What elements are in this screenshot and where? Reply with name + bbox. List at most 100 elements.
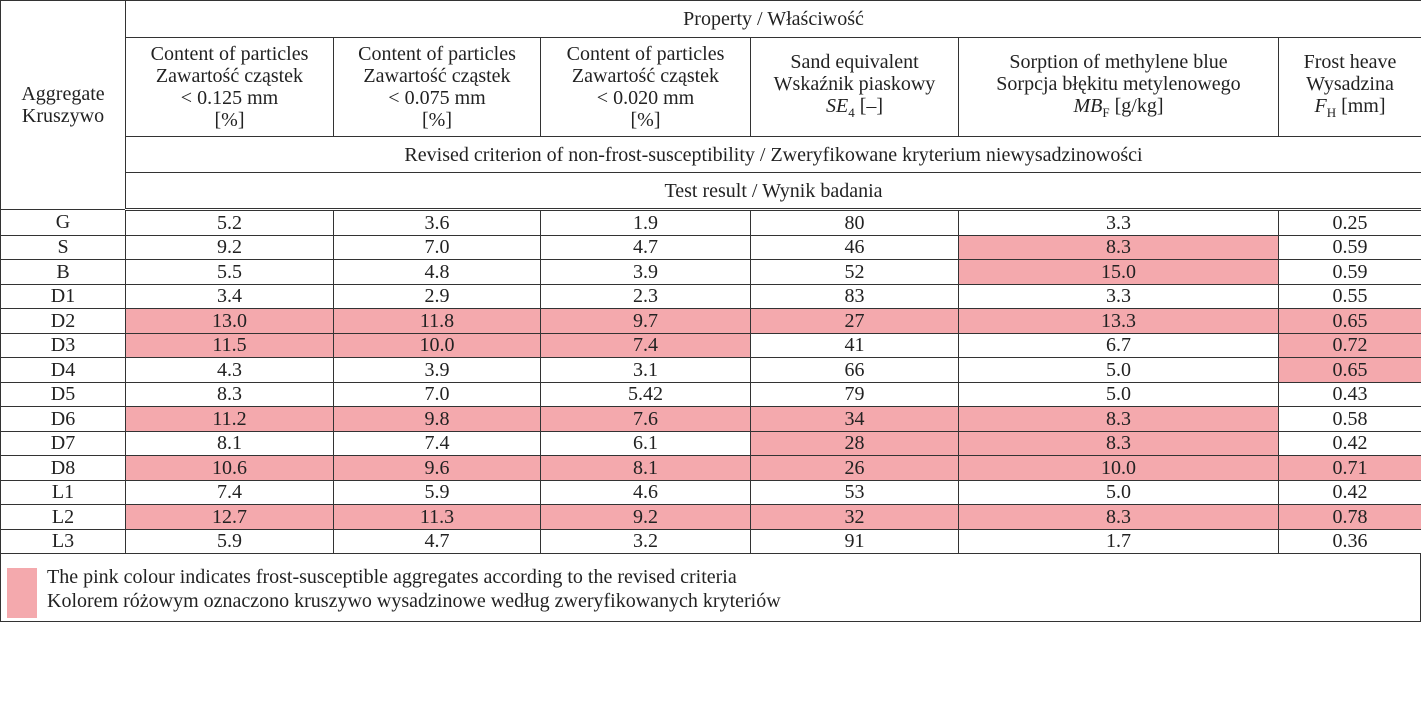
value-cell: 8.3	[958, 406, 1279, 432]
value-cell: 0.58	[1277, 406, 1421, 432]
header-line: Content of particles	[358, 43, 516, 65]
value-cell: 9.8	[333, 406, 541, 432]
data-row: S 9.2 7.0 4.7 46 8.3 0.59	[0, 234, 1421, 260]
aggregate-cell: G	[0, 209, 126, 236]
header-row sep: Test result / Wynik badania	[1, 172, 1421, 211]
header-row: Revised criterion of non-frost-susceptib…	[1, 136, 1421, 173]
value-cell: 10.0	[333, 332, 541, 358]
test-result-header: Test result / Wynik badania	[124, 172, 1421, 211]
value-cell: 6.7	[958, 332, 1279, 358]
header-symbol-line: MBF [g/kg]	[959, 95, 1278, 124]
header-line: Content of particles	[566, 43, 725, 65]
data-row: D4 4.3 3.9 3.1 66 5.0 0.65	[0, 357, 1421, 383]
value-cell: 15.0	[958, 259, 1279, 285]
header-symbol-line: SE4 [–]	[751, 95, 958, 124]
value-cell: 1.9	[540, 209, 751, 236]
legend-text: The pink colour indicates frost-suscepti…	[47, 566, 737, 588]
value-cell: 26	[750, 455, 959, 481]
aggregate-cell: S	[0, 234, 126, 260]
criterion-header: Revised criterion of non-frost-susceptib…	[124, 136, 1421, 173]
value-cell: 9.2	[540, 504, 751, 530]
value-cell: 11.3	[333, 504, 541, 530]
symbol: MB	[1073, 94, 1103, 117]
value-cell: 8.3	[958, 234, 1279, 260]
header-line: [%]	[214, 109, 245, 131]
legend-text: Kolorem różowym oznaczono kruszywo wysad…	[47, 590, 781, 612]
value-cell: 0.25	[1277, 209, 1421, 236]
value-cell: 0.71	[1277, 455, 1421, 481]
value-cell: 41	[750, 332, 959, 358]
aggregate-cell: L3	[0, 528, 126, 554]
value-cell: 5.0	[958, 357, 1279, 383]
header-line: < 0.075 mm	[388, 87, 486, 109]
value-cell: 0.59	[1277, 259, 1421, 285]
value-cell: 13.0	[125, 308, 334, 334]
data-row: D3 11.5 10.0 7.4 41 6.7 0.72	[0, 332, 1421, 358]
data-row: D5 8.3 7.0 5.42 79 5.0 0.43	[0, 381, 1421, 407]
value-cell: 3.3	[958, 283, 1279, 309]
value-cell: 7.4	[333, 430, 541, 456]
value-cell: 32	[750, 504, 959, 530]
value-cell: 10.0	[958, 455, 1279, 481]
value-cell: 0.72	[1277, 332, 1421, 358]
aggregate-cell: D1	[0, 283, 126, 309]
value-cell: 3.2	[540, 528, 751, 554]
value-cell: 27	[750, 308, 959, 334]
value-cell: 9.6	[333, 455, 541, 481]
value-cell: 3.9	[333, 357, 541, 383]
data-table: Aggregate Kruszywo Property / Właściwość Co…	[0, 0, 1421, 554]
value-cell: 3.6	[333, 209, 541, 236]
header-line: Zawartość cząstek	[155, 65, 304, 87]
aggregate-cell: L1	[0, 479, 126, 505]
value-cell: 3.4	[125, 283, 334, 309]
value-cell: 0.65	[1277, 308, 1421, 334]
header-line: Sand equivalent	[790, 50, 919, 73]
value-cell: 9.2	[125, 234, 334, 260]
header-line: [%]	[422, 109, 452, 131]
value-cell: 0.65	[1277, 357, 1421, 383]
aggregate-cell: D2	[0, 308, 126, 334]
value-cell: 13.3	[958, 308, 1279, 334]
data-row: L1 7.4 5.9 4.6 53 5.0 0.42	[0, 479, 1421, 505]
aggregate-cell: D4	[0, 357, 126, 383]
unit: [mm]	[1341, 94, 1386, 117]
value-cell: 12.7	[125, 504, 334, 530]
value-cell: 28	[750, 430, 959, 456]
value-cell: 3.3	[958, 209, 1279, 236]
value-cell: 6.1	[540, 430, 751, 456]
value-cell: 7.4	[125, 479, 334, 505]
header-line: Frost heave	[1303, 50, 1397, 73]
value-cell: 4.3	[125, 357, 334, 383]
value-cell: 5.9	[125, 528, 334, 554]
value-cell: 4.8	[333, 259, 541, 285]
value-cell: 8.1	[125, 430, 334, 456]
header-line: Content of particles	[150, 43, 309, 65]
value-cell: 0.59	[1277, 234, 1421, 260]
value-cell: 0.36	[1277, 528, 1421, 554]
value-cell: 5.0	[958, 381, 1279, 407]
value-cell: 0.43	[1277, 381, 1421, 407]
value-cell: 8.3	[125, 381, 334, 407]
value-cell: 8.1	[540, 455, 751, 481]
header-line: Wysadzina	[1306, 72, 1394, 95]
value-cell: 5.42	[540, 381, 751, 407]
value-cell: 2.9	[333, 283, 541, 309]
value-cell: 7.4	[540, 332, 751, 358]
value-cell: 11.8	[333, 308, 541, 334]
value-cell: 1.7	[958, 528, 1279, 554]
aggregate-cell: L2	[0, 504, 126, 530]
header-line: Sorption of methylene blue	[1009, 50, 1228, 73]
value-cell: 4.7	[540, 234, 751, 260]
data-row: B 5.5 4.8 3.9 52 15.0 0.59	[0, 259, 1421, 285]
value-cell: 3.9	[540, 259, 751, 285]
value-cell: 10.6	[125, 455, 334, 481]
aggregate-cell: D5	[0, 381, 126, 407]
data-row: D6 11.2 9.8 7.6 34 8.3 0.58	[0, 406, 1421, 432]
corner-cell: Aggregate Kruszywo	[0, 0, 126, 210]
symbol: F	[1314, 94, 1327, 117]
value-cell: 0.42	[1277, 479, 1421, 505]
value-cell: 4.7	[333, 528, 541, 554]
aggregate-cell: D7	[0, 430, 126, 456]
header-row: Aggregate Kruszywo Property / Właściwość	[0, 0, 1421, 210]
